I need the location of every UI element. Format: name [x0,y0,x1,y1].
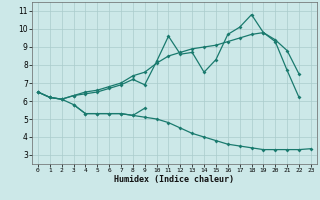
X-axis label: Humidex (Indice chaleur): Humidex (Indice chaleur) [115,175,234,184]
